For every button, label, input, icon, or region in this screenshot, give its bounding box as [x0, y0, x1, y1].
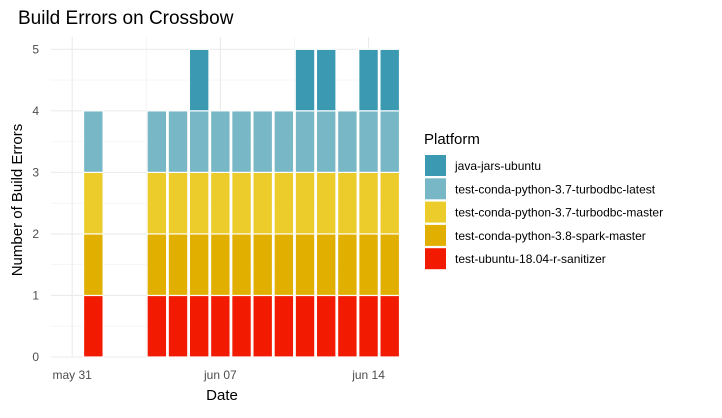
bar-segment	[336, 110, 358, 173]
bar-segment	[188, 48, 210, 112]
bar-segment	[358, 48, 379, 112]
x-tick-label: jun 07	[203, 368, 237, 382]
legend-key	[425, 155, 446, 176]
bar-segment	[294, 171, 316, 235]
bar-segment	[252, 233, 274, 297]
legend-key	[425, 201, 446, 223]
bar-segment	[82, 294, 104, 358]
bar-segment	[315, 171, 337, 235]
y-tick-label: 4	[32, 104, 39, 118]
bar-segment	[146, 233, 168, 297]
bar-segment	[188, 110, 210, 173]
bar-segment	[252, 294, 274, 358]
bar-segment	[379, 233, 401, 297]
y-tick-label: 3	[32, 165, 39, 179]
bar-segment	[82, 171, 104, 235]
bar-segment	[231, 294, 252, 358]
bar-segment	[209, 294, 231, 358]
bar-segment	[231, 171, 252, 235]
bar-segment	[273, 171, 295, 235]
bar-segment	[146, 110, 168, 173]
bar-segment	[167, 294, 189, 358]
legend-label: java-jars-ubuntu	[454, 159, 541, 173]
legend: Platform java-jars-ubuntu test-conda-pyth…	[424, 131, 663, 270]
bar-segment	[379, 110, 401, 173]
bar-segment	[273, 233, 295, 297]
bar-segment	[294, 110, 316, 173]
bar-segment	[273, 294, 295, 358]
bar-segment	[379, 171, 401, 235]
legend-label: test-conda-python-3.7-turbodbc-latest	[455, 182, 656, 196]
x-tick-label: may 31	[52, 368, 92, 382]
bar-segment	[336, 233, 358, 297]
bar-segment	[167, 233, 189, 297]
bar-segment	[315, 110, 337, 173]
bar-segment	[294, 294, 316, 358]
legend-label: test-conda-python-3.8-spark-master	[455, 229, 646, 243]
legend-key	[425, 178, 446, 200]
bar-segment	[315, 233, 337, 297]
legend-key	[425, 248, 446, 270]
bar-segment	[336, 294, 358, 358]
x-axis-title: Date	[206, 387, 238, 404]
bar-segment	[82, 110, 104, 173]
bar-segment	[294, 48, 316, 112]
bar-segment	[231, 110, 252, 173]
x-tick-label: jun 14	[351, 368, 385, 382]
bar-segment	[315, 48, 337, 112]
bar-segment	[188, 294, 210, 358]
plot-area: may 31 jun 07 jun 14 0 1 2 3 4 5	[32, 37, 401, 382]
bar-segment	[379, 48, 401, 112]
bar-segment	[188, 171, 210, 235]
legend-label: test-ubuntu-18.04-r-sanitizer	[455, 252, 606, 266]
bar-segment	[273, 110, 295, 173]
bar-segment	[358, 171, 379, 235]
bar-segment	[231, 233, 252, 297]
bar-segment	[294, 233, 316, 297]
y-tick-label: 0	[32, 350, 39, 364]
bar-segment	[358, 294, 379, 358]
bar-segment	[188, 233, 210, 297]
y-axis-title: Number of Build Errors	[9, 124, 26, 277]
bar-segment	[167, 110, 189, 173]
bar-segment	[167, 171, 189, 235]
bar-segment	[358, 110, 379, 173]
legend-label: test-conda-python-3.7-turbodbc-master	[455, 206, 663, 220]
y-tick-label: 5	[32, 42, 39, 56]
y-tick-label: 1	[32, 288, 39, 302]
bar-segment	[209, 110, 231, 173]
y-tick-label: 2	[32, 227, 39, 241]
bar-segment	[252, 110, 274, 173]
legend-title: Platform	[424, 131, 480, 148]
legend-key	[425, 224, 446, 246]
bar-segment	[315, 294, 337, 358]
bar-segment	[209, 171, 231, 235]
bar-segment	[82, 233, 104, 297]
chart-title: Build Errors on Crossbow	[18, 8, 234, 29]
bar-segment	[146, 294, 168, 358]
bar-segment	[379, 294, 401, 358]
bar-segment	[336, 171, 358, 235]
bar-segment	[146, 171, 168, 235]
bar-segment	[252, 171, 274, 235]
bar-segment	[209, 233, 231, 297]
bar-segment	[358, 233, 379, 297]
